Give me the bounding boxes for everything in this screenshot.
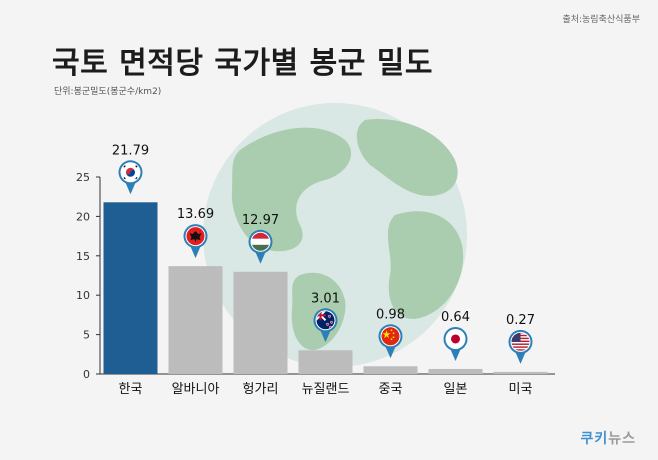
category-label: 중국 xyxy=(379,382,403,397)
korea-flag-icon xyxy=(118,160,143,195)
bar-0 xyxy=(103,202,158,374)
source-note: 출처:농림축산식품부 xyxy=(562,15,640,25)
chart-title: 국토 면적당 국가별 봉군 밀도 xyxy=(52,46,433,81)
value-label: 0.27 xyxy=(506,313,535,328)
bar-2 xyxy=(233,271,288,374)
new-zealand-flag-icon xyxy=(313,308,338,343)
category-label: 일본 xyxy=(444,382,468,397)
y-tick-label: 0 xyxy=(83,368,90,381)
unit-label: 단위:봉군밀도(봉군수/km2) xyxy=(54,87,162,97)
bar-5 xyxy=(428,368,483,374)
bar-4 xyxy=(363,366,418,374)
y-tick-label: 20 xyxy=(76,210,90,223)
brand-logo: 쿠키뉴스 xyxy=(580,431,636,447)
category-label: 헝가리 xyxy=(243,382,279,397)
y-tick-label: 10 xyxy=(76,289,90,302)
usa-flag-icon xyxy=(508,329,533,364)
y-tick-label: 25 xyxy=(76,171,90,184)
category-label: 미국 xyxy=(509,382,533,397)
bar-1 xyxy=(168,266,223,374)
y-tick-label: 5 xyxy=(83,329,90,342)
y-tick-label: 15 xyxy=(76,250,90,263)
bar-3 xyxy=(298,350,353,374)
hungary-flag-icon xyxy=(248,229,273,264)
value-label: 0.64 xyxy=(441,310,470,325)
category-label: 뉴질랜드 xyxy=(302,382,350,397)
japan-flag-icon xyxy=(443,326,468,361)
bar-6 xyxy=(493,371,548,374)
value-label: 12.97 xyxy=(242,213,279,228)
china-flag-icon xyxy=(378,324,403,359)
value-label: 13.69 xyxy=(177,207,214,222)
value-label: 21.79 xyxy=(112,143,149,158)
value-label: 0.98 xyxy=(376,307,405,322)
albania-flag-icon xyxy=(183,224,208,259)
category-label: 한국 xyxy=(119,382,143,397)
value-label: 3.01 xyxy=(311,291,340,306)
category-label: 알바니아 xyxy=(172,382,220,397)
